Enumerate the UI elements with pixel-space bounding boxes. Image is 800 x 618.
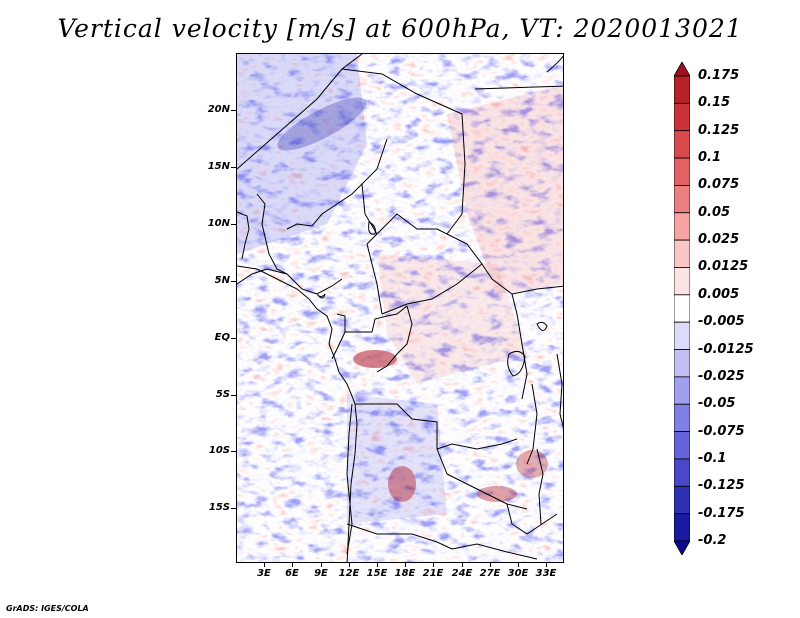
lon-tick bbox=[518, 563, 519, 567]
map-panel bbox=[236, 53, 564, 563]
lat-tick bbox=[231, 508, 236, 509]
lat-label-15n: 15N bbox=[207, 161, 230, 172]
lat-tick bbox=[231, 224, 236, 225]
colorbar-level-label: -0.0125 bbox=[698, 341, 754, 357]
lat-tick bbox=[231, 110, 236, 111]
colorbar-level-label: 0.0125 bbox=[698, 259, 749, 275]
subsidence-region-north bbox=[237, 54, 367, 254]
lon-tick bbox=[462, 563, 463, 567]
colorbar-level-label: -0.075 bbox=[698, 423, 745, 439]
lon-label-30e: 30E bbox=[507, 568, 529, 579]
colorbar-level-label: 0.15 bbox=[698, 95, 731, 111]
lat-label-5s: 5S bbox=[215, 389, 230, 400]
lon-tick bbox=[264, 563, 265, 567]
vertical-velocity-field bbox=[237, 54, 563, 562]
lon-tick bbox=[292, 563, 293, 567]
colorbar-level-label: -0.2 bbox=[698, 533, 727, 548]
country-boundaries bbox=[237, 54, 563, 560]
colorbar-segment bbox=[674, 212, 690, 241]
lat-label-15s: 15S bbox=[208, 502, 230, 513]
colorbar-level-label: 0.075 bbox=[698, 177, 740, 193]
ascent-region-congo bbox=[377, 254, 527, 384]
map-canvas bbox=[237, 54, 563, 562]
colorbar-level-label: 0.125 bbox=[698, 122, 740, 138]
colorbar-segment bbox=[674, 75, 690, 104]
grads-credit: GrADS: IGES/COLA bbox=[6, 604, 89, 613]
lon-label-3e: 3E bbox=[257, 568, 271, 579]
colorbar-level-label: -0.005 bbox=[698, 314, 745, 330]
ascent-core-angola bbox=[388, 466, 416, 502]
lon-label-27e: 27E bbox=[479, 568, 501, 579]
lon-tick bbox=[405, 563, 406, 567]
ascent-core-zambia bbox=[477, 486, 517, 502]
lat-tick bbox=[231, 338, 236, 339]
colorbar-level-label: 0.05 bbox=[698, 204, 731, 220]
lat-label-10n: 10N bbox=[207, 218, 230, 229]
lon-label-9e: 9E bbox=[314, 568, 328, 579]
colorbar-segment bbox=[674, 431, 690, 460]
map-title: Vertical velocity [m/s] at 600hPa, VT: 2… bbox=[57, 14, 743, 43]
lat-label-eq: EQ bbox=[214, 332, 230, 343]
subsidence-region-angola bbox=[347, 394, 447, 524]
ascent-core-malawi bbox=[516, 450, 548, 478]
colorbar-segment bbox=[674, 458, 690, 487]
colorbar-level-label: -0.175 bbox=[698, 505, 745, 521]
colorbar-segment bbox=[674, 239, 690, 268]
colorbar-level-label: -0.05 bbox=[698, 396, 736, 412]
colorbar-bottom-arrow bbox=[674, 540, 690, 555]
colorbar bbox=[674, 62, 690, 555]
colorbar-level-label: 0.025 bbox=[698, 232, 740, 248]
lat-tick bbox=[231, 395, 236, 396]
colorbar-top-arrow bbox=[674, 62, 690, 77]
colorbar-level-label: -0.1 bbox=[698, 450, 727, 466]
lon-label-33e: 33E bbox=[535, 568, 557, 579]
colorbar-segment bbox=[674, 185, 690, 214]
lat-tick bbox=[231, 281, 236, 282]
lon-tick bbox=[490, 563, 491, 567]
colorbar-segment bbox=[674, 376, 690, 405]
colorbar-level-label: 0.1 bbox=[698, 150, 722, 166]
lon-label-18e: 18E bbox=[394, 568, 416, 579]
colorbar-segment bbox=[674, 321, 690, 350]
lon-label-12e: 12E bbox=[338, 568, 360, 579]
subsidence-core-sahel bbox=[277, 97, 367, 151]
ascent-region-sudan bbox=[447, 84, 563, 294]
lat-tick bbox=[231, 451, 236, 452]
lon-tick bbox=[321, 563, 322, 567]
colorbar-segment bbox=[674, 485, 690, 515]
colorbar-segment bbox=[674, 267, 690, 296]
colorbar-segment bbox=[674, 349, 690, 378]
colorbar-segment bbox=[674, 294, 690, 323]
colorbar-segment bbox=[674, 102, 690, 132]
lon-tick bbox=[349, 563, 350, 567]
colorbar-level-label: 0.005 bbox=[698, 286, 740, 302]
lon-label-15e: 15E bbox=[366, 568, 388, 579]
lat-label-10s: 10S bbox=[208, 445, 230, 456]
colorbar-level-label: -0.025 bbox=[698, 368, 745, 384]
lon-tick bbox=[377, 563, 378, 567]
lon-tick bbox=[546, 563, 547, 567]
coastlines bbox=[237, 55, 563, 562]
lat-label-5n: 5N bbox=[214, 275, 230, 286]
ascent-core-gabon-congo bbox=[353, 350, 397, 368]
lat-label-20n: 20N bbox=[207, 104, 230, 115]
colorbar-level-label: -0.125 bbox=[698, 478, 745, 494]
lon-label-24e: 24E bbox=[451, 568, 473, 579]
lon-label-21e: 21E bbox=[422, 568, 444, 579]
lon-tick bbox=[433, 563, 434, 567]
lon-label-6e: 6E bbox=[285, 568, 299, 579]
colorbar-segment bbox=[674, 157, 690, 186]
colorbar-segment bbox=[674, 130, 690, 159]
colorbar-level-label: 0.175 bbox=[698, 68, 740, 83]
colorbar-segment bbox=[674, 513, 690, 542]
colorbar-segment bbox=[674, 403, 690, 432]
lat-tick bbox=[231, 167, 236, 168]
